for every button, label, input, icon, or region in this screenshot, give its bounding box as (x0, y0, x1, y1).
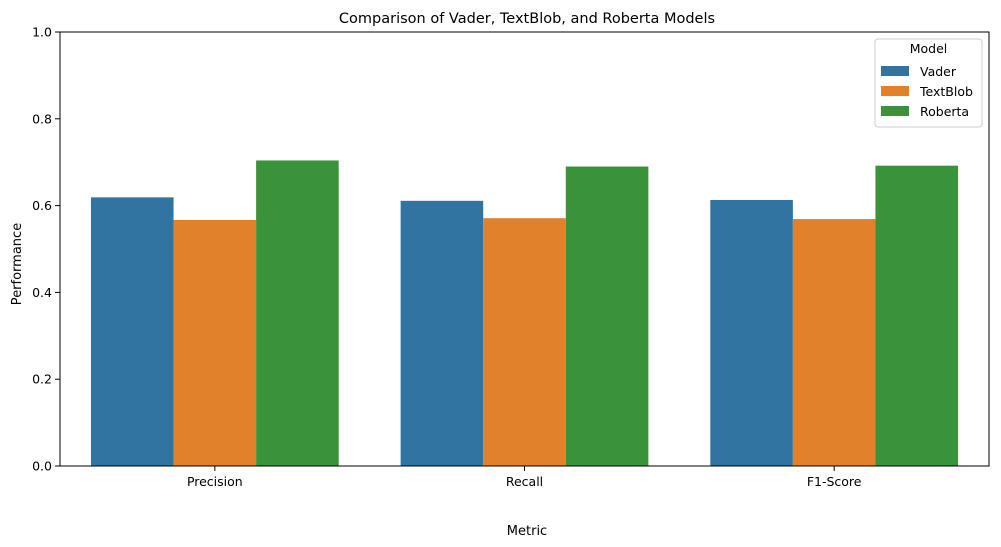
bar-textblob-f1-score (792, 219, 876, 466)
bar-vader-recall (400, 200, 484, 467)
x-tick-label: Precision (187, 474, 243, 489)
chart-title: Comparison of Vader, TextBlob, and Rober… (339, 11, 715, 27)
legend-swatch-vader (881, 66, 909, 76)
legend-label-roberta: Roberta (920, 104, 969, 119)
bar-textblob-recall (483, 218, 566, 466)
bar-vader-precision (90, 197, 174, 466)
y-tick-label: 1.0 (32, 25, 52, 40)
x-axis-label: Metric (507, 524, 547, 539)
plot-frame (59, 31, 990, 467)
bar-textblob-precision (173, 219, 257, 466)
legend-box (874, 38, 983, 128)
x-tick-label: Recall (506, 474, 543, 489)
x-axis: Precision Recall F1-Score (187, 466, 862, 489)
y-tick-label: 0.2 (32, 372, 52, 387)
legend-swatch-roberta (881, 106, 909, 116)
bar-roberta-precision (256, 160, 339, 467)
y-tick-label: 0.8 (32, 111, 52, 126)
y-tick-label: 0.0 (32, 459, 52, 474)
bar-vader-f1-score (710, 199, 793, 466)
plot-area: 0.0 0.2 0.4 0.6 0.8 1.0 Precision Recall F1-Sco… (32, 25, 990, 489)
legend: Model Vader TextBlob Roberta (874, 38, 983, 128)
y-tick-label: 0.6 (32, 198, 52, 213)
legend-swatch-textblob (881, 86, 909, 96)
y-tick-label: 0.4 (32, 285, 52, 300)
legend-title: Model (910, 41, 948, 56)
legend-label-textblob: TextBlob (919, 84, 973, 99)
y-axis-label: Performance (10, 223, 25, 305)
bar-roberta-recall (565, 166, 649, 467)
x-tick-label: F1-Score (807, 474, 862, 489)
bars-group (90, 160, 959, 467)
y-axis: 0.0 0.2 0.4 0.6 0.8 1.0 (32, 25, 60, 474)
bar-roberta-f1-score (875, 165, 959, 466)
legend-label-vader: Vader (920, 64, 957, 79)
